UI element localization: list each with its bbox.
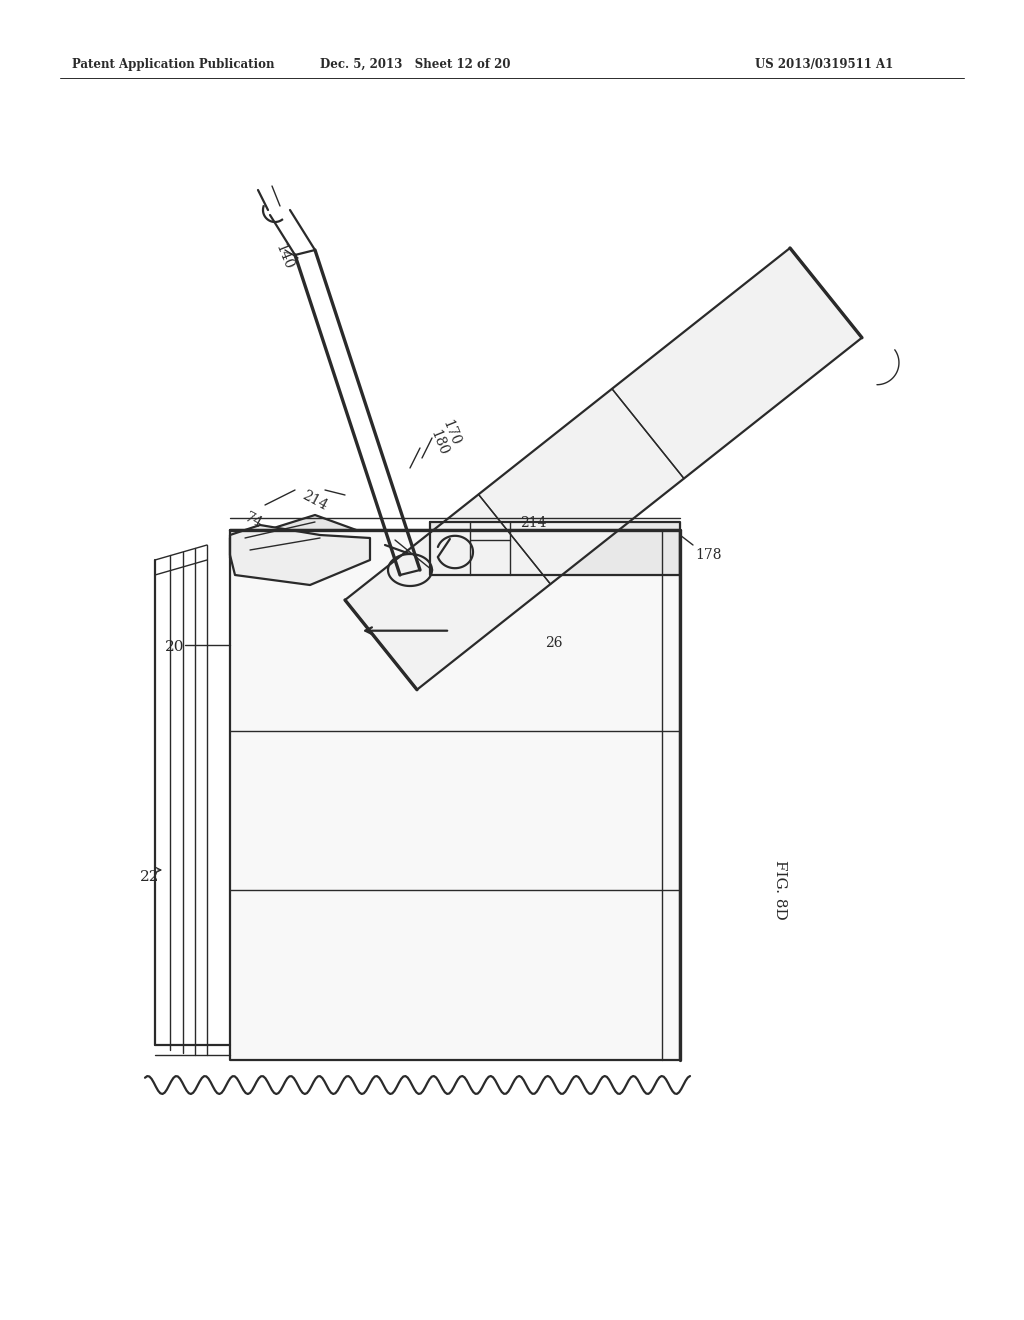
Polygon shape	[230, 531, 680, 1060]
Text: 214: 214	[520, 516, 547, 531]
Text: 178: 178	[695, 548, 722, 562]
Text: Dec. 5, 2013   Sheet 12 of 20: Dec. 5, 2013 Sheet 12 of 20	[319, 58, 510, 71]
Polygon shape	[230, 515, 370, 558]
Text: 140: 140	[273, 242, 296, 272]
Text: 26: 26	[545, 636, 562, 649]
Text: 214: 214	[300, 488, 330, 512]
Text: Patent Application Publication: Patent Application Publication	[72, 58, 274, 71]
Text: 20: 20	[165, 640, 184, 653]
Text: 74: 74	[242, 510, 264, 531]
Text: US 2013/0319511 A1: US 2013/0319511 A1	[755, 58, 893, 71]
Polygon shape	[230, 525, 370, 585]
Text: 22: 22	[140, 870, 160, 884]
Text: 180: 180	[428, 428, 451, 458]
Text: FIG. 8D: FIG. 8D	[773, 861, 787, 920]
Polygon shape	[345, 248, 862, 690]
Polygon shape	[430, 521, 680, 576]
Text: 170: 170	[440, 418, 463, 447]
